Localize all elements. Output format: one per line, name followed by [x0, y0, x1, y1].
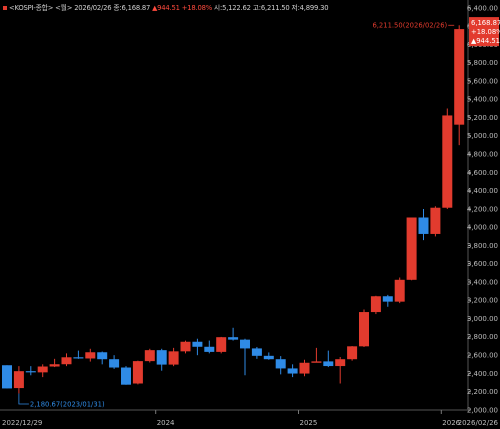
- candle-body: [359, 312, 369, 347]
- candle-body: [275, 359, 286, 369]
- y-tick-label: 3,200.00: [467, 297, 498, 305]
- y-axis: 6,400.006,200.006,000.005,800.005,600.00…: [467, 0, 498, 414]
- price-tag: 6,168.87+18.08%▲944.51: [469, 17, 500, 47]
- low-annotation: 2,180.67(2023/01/31): [30, 400, 105, 408]
- y-tick-label: 2,000.00: [467, 406, 498, 414]
- legend-open: 5,122.62: [222, 4, 251, 12]
- candle-body: [418, 217, 429, 234]
- candle-body: [228, 337, 239, 340]
- candle-body: [37, 366, 48, 373]
- candle-body: [240, 339, 250, 349]
- x-tick-label: 2024: [157, 419, 175, 427]
- candle-body: [168, 351, 179, 365]
- legend-high-label: 고: [252, 4, 259, 12]
- candle-body: [192, 341, 203, 347]
- x-tick-label: 2025: [300, 419, 318, 427]
- y-tick-label: 2,800.00: [467, 333, 498, 341]
- candle-body: [156, 350, 167, 365]
- price-tag-change-pct: +18.08%: [471, 28, 500, 36]
- legend-close: 6,168.87: [121, 4, 151, 12]
- y-tick-label: 2,600.00: [467, 351, 498, 359]
- candle-body: [49, 364, 60, 367]
- candle-body: [323, 361, 334, 367]
- candle-body: [347, 346, 358, 360]
- low-annotation-leader: [18, 393, 29, 405]
- x-tick-label: 2026: [442, 419, 460, 427]
- high-annotation: 6,211.50(2026/02/26): [372, 21, 447, 29]
- y-tick-label: 5,400.00: [467, 96, 498, 104]
- candle-body: [370, 296, 381, 313]
- y-tick-label: 3,000.00: [467, 315, 498, 323]
- y-tick-label: 5,000.00: [467, 132, 498, 140]
- x-tick-label: 2026/02/26: [458, 419, 499, 427]
- legend-date: 2026/02/26: [74, 4, 112, 12]
- legend-period: <월>: [55, 4, 73, 12]
- candle-body: [144, 350, 155, 362]
- candle-body: [454, 29, 465, 125]
- candles-group: [2, 25, 465, 394]
- legend-low-label: 저: [291, 4, 298, 12]
- y-tick-label: 5,600.00: [467, 77, 498, 85]
- candle-body: [121, 367, 131, 385]
- y-tick-label: 3,600.00: [467, 260, 498, 268]
- legend-marker: [3, 6, 7, 10]
- y-tick-label: 2,400.00: [467, 370, 498, 378]
- legend-symbol: <KOSPI-종합>: [9, 4, 54, 12]
- candle-body: [299, 362, 310, 374]
- candle-body: [97, 352, 108, 360]
- candle-body: [132, 361, 143, 384]
- legend-close-label: 종: [113, 4, 120, 12]
- y-tick-label: 4,600.00: [467, 169, 498, 177]
- candle-body: [180, 341, 191, 352]
- y-tick-label: 4,200.00: [467, 205, 498, 213]
- candle-body: [204, 346, 215, 352]
- candle-body: [406, 217, 417, 280]
- candle-body: [109, 359, 120, 368]
- candle-body: [263, 355, 274, 360]
- legend-high: 6,211.50: [260, 4, 290, 12]
- candle-body: [287, 368, 298, 374]
- legend-low: 4,899.30: [299, 4, 329, 12]
- candle-body: [85, 352, 96, 359]
- candle-body: [382, 296, 393, 302]
- y-tick-label: 4,400.00: [467, 187, 498, 195]
- price-tag-change: ▲944.51: [471, 37, 500, 45]
- y-tick-label: 3,800.00: [467, 242, 498, 250]
- candle-body: [311, 361, 322, 363]
- price-tag-box: [469, 17, 499, 47]
- candle-body: [25, 371, 36, 373]
- y-tick-label: 5,800.00: [467, 59, 498, 67]
- candle-body: [430, 207, 441, 234]
- candle-body: [13, 371, 24, 389]
- candle-body: [335, 359, 346, 367]
- y-tick-label: 4,800.00: [467, 150, 498, 158]
- candle-body: [394, 279, 405, 302]
- candle-body: [251, 348, 262, 356]
- price-tag-close: 6,168.87: [471, 19, 500, 27]
- candle-body: [73, 357, 84, 359]
- candle-body: [442, 115, 453, 208]
- legend-change-pct: +18.08%: [181, 4, 212, 12]
- chart-legend: <KOSPI-종합> <월> 2026/02/26 종:6,168.87 ▲94…: [3, 2, 329, 12]
- candle-body: [61, 357, 72, 365]
- y-tick-label: 4,000.00: [467, 224, 498, 232]
- candle-body: [2, 365, 12, 389]
- legend-change: ▲944.51: [152, 4, 180, 12]
- annotations-group: 6,211.50(2026/02/26) 2,180.67(2023/01/31): [18, 21, 455, 408]
- y-tick-label: 6,400.00: [467, 4, 498, 12]
- y-tick-label: 3,400.00: [467, 278, 498, 286]
- y-tick-label: 2,200.00: [467, 388, 498, 396]
- x-tick-label: 2022/12/29: [2, 419, 42, 427]
- candle-body: [216, 337, 227, 352]
- y-tick-label: 5,200.00: [467, 114, 498, 122]
- legend-open-label: 시: [213, 4, 220, 12]
